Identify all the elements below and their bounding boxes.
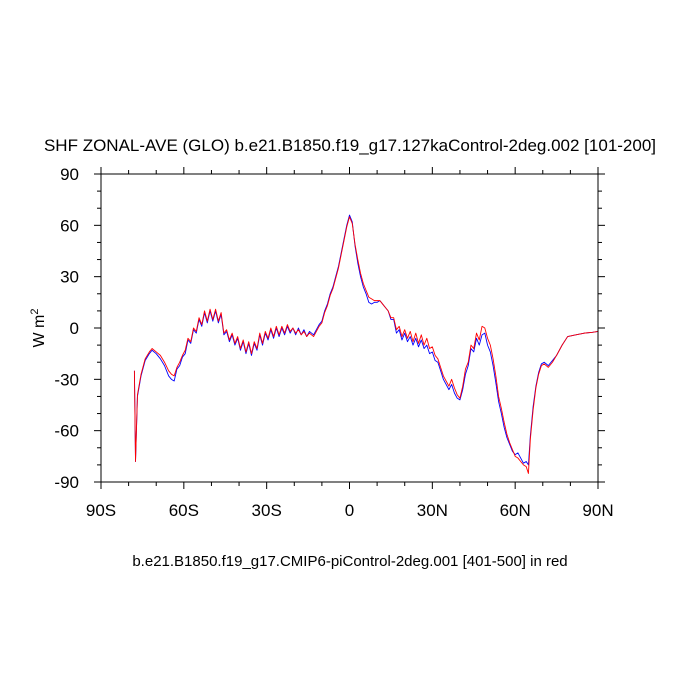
plot-frame (100, 173, 599, 483)
x-tick-label: 30N (417, 501, 448, 520)
x-tick-label: 90N (582, 501, 613, 520)
x-tick-label: 0 (345, 501, 354, 520)
y-tick-label: -60 (54, 422, 79, 441)
x-tick-label: 60S (169, 501, 199, 520)
y-tick-label: 30 (60, 268, 79, 287)
x-tick-label: 30S (252, 501, 282, 520)
y-tick-label: -30 (54, 370, 79, 389)
y-tick-label: -90 (54, 473, 79, 492)
chart-title: SHF ZONAL-AVE (GLO) b.e21.B1850.f19_g17.… (44, 136, 656, 155)
chart-subtitle: b.e21.B1850.f19_g17.CMIP6-piControl-2deg… (132, 553, 567, 570)
series-line-2 (133, 216, 599, 474)
y-tick-label: 90 (60, 165, 79, 184)
x-tick-label: 60N (500, 501, 531, 520)
plot-area (133, 214, 599, 474)
y-axis-label-exponent: 2 (29, 309, 41, 315)
axes: 90S 60S 30S 0 30N 60N 90N 90 60 30 0 -30 -60 -90 (54, 165, 613, 520)
series-line-1 (133, 214, 599, 466)
y-axis-label-text: W m (31, 315, 48, 348)
y-tick-label: 0 (70, 319, 79, 338)
y-axis-label: W m2 (29, 309, 48, 348)
y-tick-label: 60 (60, 216, 79, 235)
x-tick-label: 90S (86, 501, 116, 520)
